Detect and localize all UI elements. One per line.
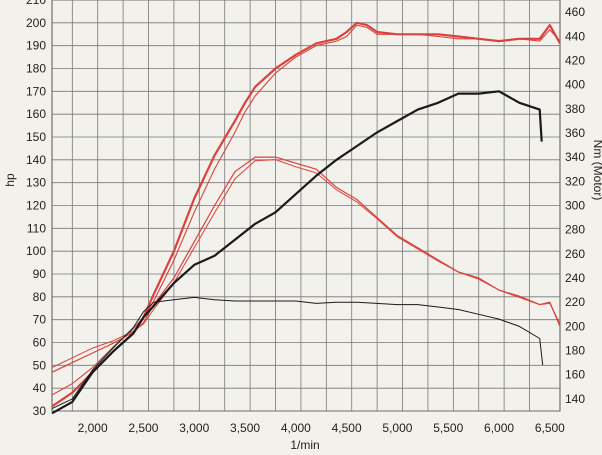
y-left-axis-label: hp bbox=[3, 173, 17, 187]
y-left-tick-label: 160 bbox=[26, 107, 46, 121]
x-axis-label: 1/min bbox=[290, 438, 319, 452]
y-right-tick-label: 280 bbox=[565, 223, 585, 237]
y-left-tick-label: 100 bbox=[26, 244, 46, 258]
y-left-tick-label: 90 bbox=[33, 267, 47, 281]
y-right-tick-label: 240 bbox=[565, 271, 585, 285]
x-tick-label: 6,500 bbox=[535, 421, 565, 435]
y-left-tick-label: 80 bbox=[33, 290, 47, 304]
y-right-tick-label: 140 bbox=[565, 392, 585, 406]
y-right-tick-label: 420 bbox=[565, 53, 585, 67]
x-tick-label: 6,000 bbox=[484, 421, 514, 435]
y-left-tick-label: 70 bbox=[33, 313, 47, 327]
y-left-tick-label: 180 bbox=[26, 62, 46, 76]
x-tick-labels: 2,000 2,500 3,000 3,500 4,000 4,500 5,000 5,500… bbox=[78, 421, 566, 435]
y-left-tick-labels: 30 40 50 60 70 80 90 100 110 120 130 140 150 160 170 18… bbox=[26, 0, 46, 418]
y-left-tick-label: 130 bbox=[26, 176, 46, 190]
y-right-tick-label: 160 bbox=[565, 368, 585, 382]
y-right-tick-label: 460 bbox=[565, 5, 585, 19]
x-tick-label: 3,500 bbox=[230, 421, 260, 435]
x-tick-label: 2,500 bbox=[128, 421, 158, 435]
y-left-tick-label: 120 bbox=[26, 199, 46, 213]
y-right-tick-label: 380 bbox=[565, 102, 585, 116]
y-right-tick-label: 440 bbox=[565, 29, 585, 43]
y-left-tick-label: 60 bbox=[33, 336, 47, 350]
y-left-tick-label: 150 bbox=[26, 130, 46, 144]
x-tick-label: 5,500 bbox=[433, 421, 463, 435]
y-right-tick-label: 400 bbox=[565, 78, 585, 92]
series-group bbox=[51, 21, 561, 415]
y-left-tick-label: 40 bbox=[33, 381, 47, 395]
x-tick-label: 5,000 bbox=[382, 421, 412, 435]
series-line-6 bbox=[51, 296, 544, 410]
x-tick-label: 3,000 bbox=[179, 421, 209, 435]
x-tick-label: 4,500 bbox=[332, 421, 362, 435]
y-right-tick-label: 320 bbox=[565, 174, 585, 188]
series-line-5 bbox=[51, 90, 543, 415]
series-line-4 bbox=[51, 159, 561, 368]
y-left-tick-label: 110 bbox=[27, 221, 46, 235]
y-right-tick-label: 180 bbox=[565, 344, 585, 358]
y-right-tick-label: 300 bbox=[565, 199, 585, 213]
y-left-tick-label: 170 bbox=[26, 84, 46, 98]
x-tick-label: 2,000 bbox=[78, 421, 108, 435]
y-right-tick-labels: 140 160 180 200 220 240 260 280 300 320 340 360 380 4… bbox=[565, 5, 585, 406]
y-right-axis-label: Nm (Motor) bbox=[591, 140, 602, 201]
y-left-tick-label: 210 bbox=[26, 0, 46, 7]
y-right-tick-label: 200 bbox=[565, 319, 585, 333]
x-tick-label: 4,000 bbox=[281, 421, 311, 435]
y-left-tick-label: 190 bbox=[26, 39, 46, 53]
y-right-tick-label: 360 bbox=[565, 126, 585, 140]
grid bbox=[51, 0, 561, 412]
y-left-tick-label: 140 bbox=[26, 153, 46, 167]
y-right-tick-label: 260 bbox=[565, 247, 585, 261]
y-left-tick-label: 200 bbox=[26, 16, 46, 30]
y-left-tick-label: 50 bbox=[33, 358, 47, 372]
y-right-tick-label: 340 bbox=[565, 150, 585, 164]
y-left-tick-label: 30 bbox=[33, 404, 47, 418]
y-right-tick-label: 220 bbox=[565, 295, 585, 309]
